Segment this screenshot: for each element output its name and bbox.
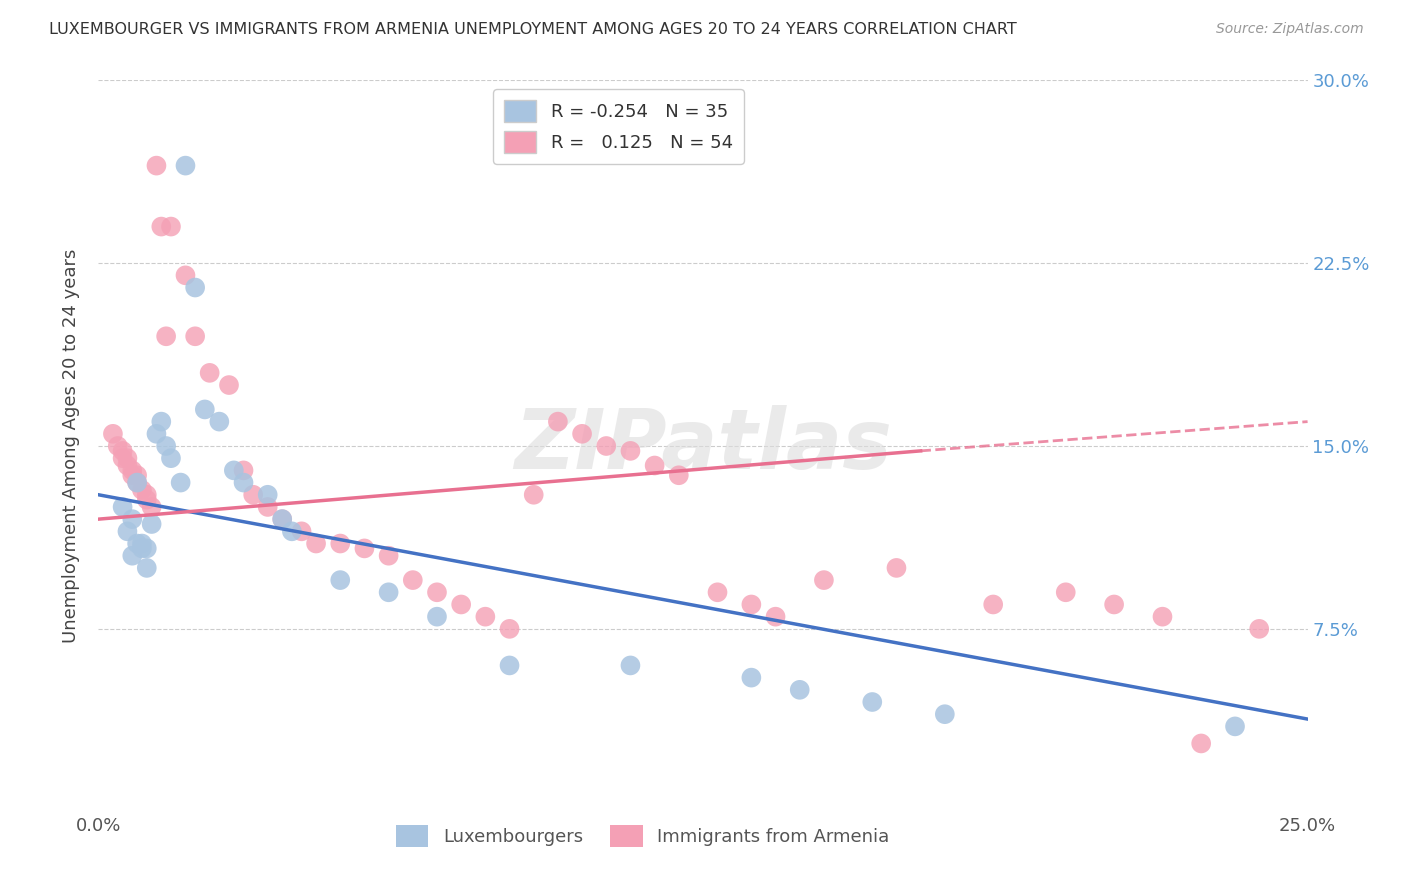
Point	[1223, 719, 1246, 733]
Point	[740, 598, 762, 612]
Point	[222, 463, 245, 477]
Point	[813, 573, 835, 587]
Point	[271, 512, 294, 526]
Point	[305, 536, 328, 550]
Point	[426, 585, 449, 599]
Point	[131, 483, 153, 497]
Point	[377, 585, 399, 599]
Point	[1249, 622, 1271, 636]
Point	[145, 159, 167, 173]
Point	[571, 426, 593, 441]
Point	[121, 468, 143, 483]
Point	[981, 598, 1004, 612]
Point	[111, 443, 134, 458]
Point	[402, 573, 425, 587]
Point	[450, 598, 472, 612]
Point	[101, 426, 124, 441]
Point	[860, 695, 883, 709]
Point	[1189, 736, 1212, 750]
Point	[127, 475, 149, 490]
Point	[740, 671, 762, 685]
Point	[160, 451, 183, 466]
Point	[131, 541, 153, 556]
Point	[242, 488, 264, 502]
Point	[644, 458, 666, 473]
Point	[141, 500, 163, 514]
Point	[131, 536, 153, 550]
Point	[595, 439, 617, 453]
Point	[117, 458, 139, 473]
Point	[121, 512, 143, 526]
Point	[174, 268, 197, 283]
Point	[271, 512, 294, 526]
Point	[523, 488, 546, 502]
Point	[117, 451, 139, 466]
Point	[198, 366, 221, 380]
Point	[184, 280, 207, 294]
Point	[426, 609, 449, 624]
Point	[232, 475, 254, 490]
Point	[121, 463, 143, 477]
Point	[886, 561, 908, 575]
Point	[135, 492, 157, 507]
Point	[329, 573, 352, 587]
Point	[1102, 598, 1125, 612]
Point	[232, 463, 254, 477]
Point	[619, 658, 641, 673]
Point	[668, 468, 690, 483]
Point	[160, 219, 183, 234]
Point	[150, 415, 173, 429]
Point	[117, 524, 139, 539]
Legend: Luxembourgers, Immigrants from Armenia: Luxembourgers, Immigrants from Armenia	[388, 817, 897, 854]
Text: LUXEMBOURGER VS IMMIGRANTS FROM ARMENIA UNEMPLOYMENT AMONG AGES 20 TO 24 YEARS C: LUXEMBOURGER VS IMMIGRANTS FROM ARMENIA …	[49, 22, 1017, 37]
Point	[121, 549, 143, 563]
Point	[474, 609, 496, 624]
Text: Source: ZipAtlas.com: Source: ZipAtlas.com	[1216, 22, 1364, 37]
Point	[155, 329, 177, 343]
Point	[256, 488, 278, 502]
Point	[141, 516, 163, 531]
Point	[135, 488, 157, 502]
Point	[256, 500, 278, 514]
Point	[111, 451, 134, 466]
Point	[765, 609, 787, 624]
Point	[194, 402, 217, 417]
Point	[127, 536, 149, 550]
Point	[150, 219, 173, 234]
Point	[706, 585, 728, 599]
Point	[290, 524, 312, 539]
Point	[498, 622, 520, 636]
Point	[1054, 585, 1077, 599]
Point	[111, 500, 134, 514]
Point	[174, 159, 197, 173]
Point	[498, 658, 520, 673]
Point	[353, 541, 375, 556]
Point	[218, 378, 240, 392]
Point	[208, 415, 231, 429]
Point	[135, 541, 157, 556]
Point	[1152, 609, 1174, 624]
Point	[127, 468, 149, 483]
Point	[789, 682, 811, 697]
Y-axis label: Unemployment Among Ages 20 to 24 years: Unemployment Among Ages 20 to 24 years	[62, 249, 80, 643]
Point	[547, 415, 569, 429]
Point	[169, 475, 191, 490]
Point	[107, 439, 129, 453]
Point	[127, 475, 149, 490]
Text: ZIPatlas: ZIPatlas	[515, 406, 891, 486]
Point	[619, 443, 641, 458]
Point	[145, 426, 167, 441]
Point	[377, 549, 399, 563]
Point	[135, 561, 157, 575]
Point	[155, 439, 177, 453]
Point	[934, 707, 956, 722]
Point	[329, 536, 352, 550]
Point	[184, 329, 207, 343]
Point	[281, 524, 304, 539]
